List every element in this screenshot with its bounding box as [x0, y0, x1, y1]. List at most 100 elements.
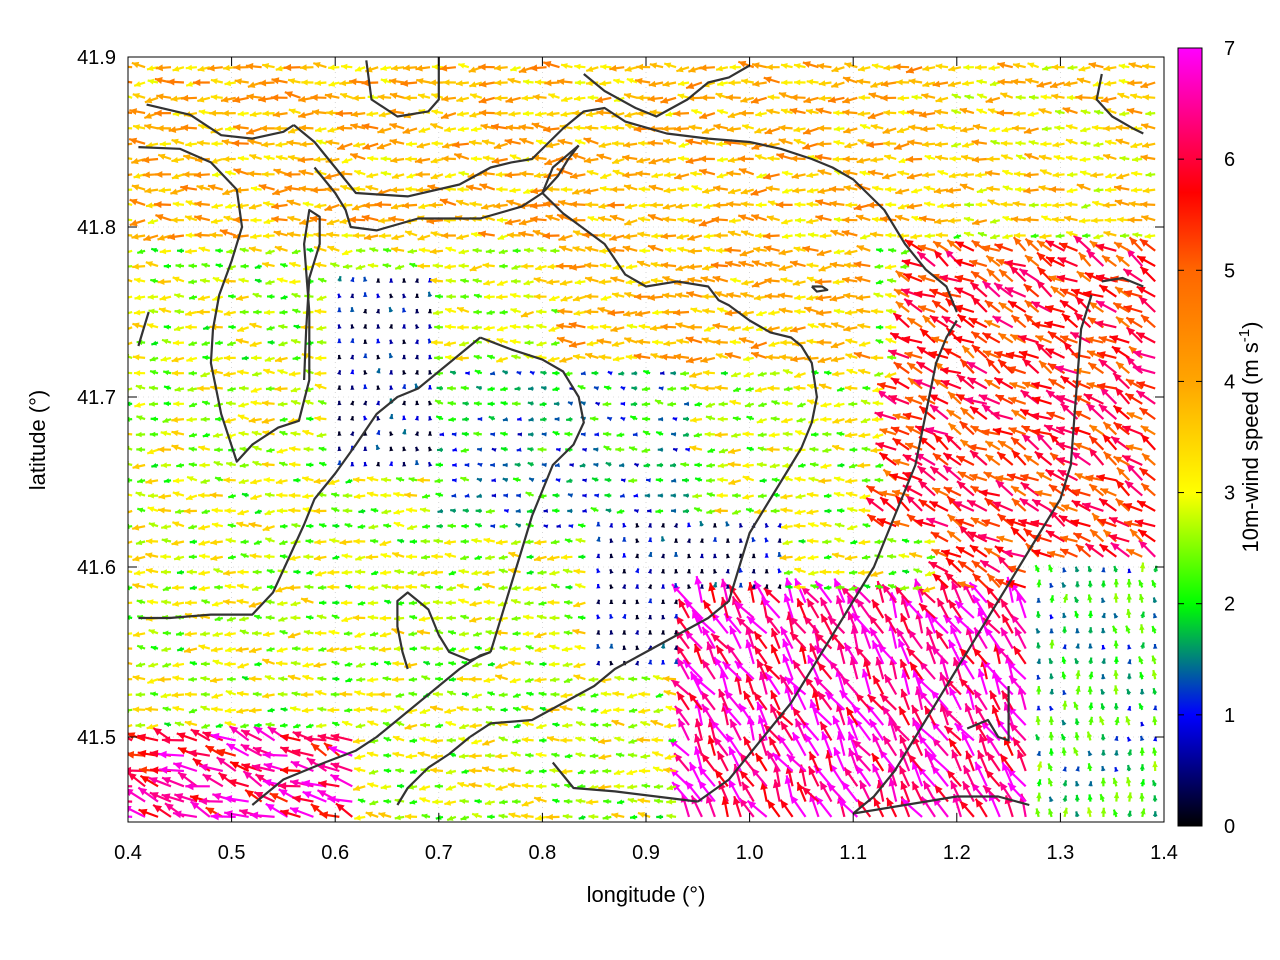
wind-arrow: [536, 723, 547, 730]
wind-arrow: [716, 750, 729, 772]
wind-arrow: [999, 781, 1014, 803]
wind-arrow: [1127, 659, 1132, 665]
wind-arrow: [676, 657, 690, 680]
wind-arrow: [128, 632, 133, 635]
wind-arrow: [228, 725, 250, 742]
wind-arrow: [575, 721, 586, 727]
wind-arrow: [135, 691, 146, 698]
wind-arrow: [948, 686, 962, 711]
wind-arrow: [249, 811, 275, 820]
wind-arrow: [187, 749, 211, 758]
wind-arrow: [432, 645, 443, 652]
wind-arrow: [949, 780, 962, 803]
wind-arrow: [367, 782, 379, 788]
wind-arrow: [1113, 640, 1119, 649]
wind-arrow: [522, 721, 534, 727]
wind-arrow: [1036, 761, 1043, 772]
wind-arrow: [314, 690, 327, 696]
wind-arrow: [612, 690, 625, 697]
wind-arrow: [573, 674, 586, 681]
wind-arrow: [279, 733, 301, 742]
wind-arrow: [535, 814, 547, 821]
wind-arrow: [485, 705, 496, 712]
wind-arrow: [302, 790, 327, 803]
wind-arrow: [819, 721, 833, 741]
wind-arrow: [487, 661, 495, 667]
wind-arrow: [705, 794, 716, 818]
y-tick-label: 41.5: [77, 727, 116, 749]
wind-arrow: [897, 638, 911, 665]
wind-arrow: [367, 676, 379, 683]
wind-arrow: [135, 722, 146, 729]
wind-arrow: [676, 691, 690, 711]
wind-arrow: [253, 725, 276, 742]
wind-arrow: [128, 771, 146, 788]
wind-arrow: [600, 708, 612, 715]
wind-arrow: [525, 752, 534, 759]
wind-arrow: [172, 762, 198, 773]
wind-arrow: [965, 750, 975, 772]
wind-arrow: [770, 690, 781, 711]
wind-arrow: [242, 770, 263, 788]
wind-arrow: [345, 677, 353, 683]
wind-arrow: [1088, 643, 1093, 649]
wind-arrow: [378, 691, 392, 698]
wind-arrow: [838, 689, 859, 711]
wind-arrow: [769, 703, 781, 726]
wind-arrow: [741, 781, 755, 803]
wind-arrow: [300, 691, 314, 698]
wind-arrow: [1112, 809, 1119, 818]
wind-arrow: [159, 766, 185, 774]
wind-arrow: [959, 647, 975, 665]
wind-arrow: [655, 692, 664, 698]
wind-arrow: [236, 707, 249, 714]
wind-arrow: [600, 691, 612, 697]
wind-arrow: [287, 674, 301, 681]
wind-arrow: [146, 723, 159, 730]
wind-arrow: [756, 701, 768, 726]
wind-arrow: [509, 646, 521, 653]
wind-arrow: [674, 705, 690, 726]
wind-arrow: [329, 773, 353, 788]
wind-arrow: [498, 692, 508, 698]
wind-arrow: [895, 627, 911, 650]
wind-arrow: [535, 752, 547, 758]
wind-arrow: [977, 668, 988, 695]
wind-arrow: [626, 693, 638, 699]
wind-arrow: [1000, 627, 1014, 650]
wind-arrow: [663, 689, 677, 696]
wind-arrow: [934, 629, 949, 650]
wind-arrow: [378, 812, 392, 819]
wind-arrow: [495, 784, 508, 791]
wind-arrow: [700, 690, 716, 711]
wind-arrow: [999, 753, 1014, 772]
colorbar: [1177, 47, 1203, 827]
wind-arrow: [817, 690, 833, 711]
wind-arrow: [900, 688, 911, 711]
wind-arrow: [188, 708, 198, 714]
wind-arrow: [261, 658, 275, 665]
wind-arrow: [1036, 674, 1041, 680]
wind-arrow: [487, 814, 495, 820]
wind-arrow: [1152, 687, 1158, 695]
wind-arrow: [495, 753, 508, 760]
wind-arrow: [629, 814, 638, 820]
wind-arrow: [183, 647, 198, 654]
wind-arrow: [146, 678, 159, 685]
wind-arrow: [951, 749, 962, 772]
wind-arrow: [499, 645, 508, 651]
x-tick-label: 1.2: [943, 842, 971, 864]
wind-arrow: [1062, 644, 1067, 650]
wind-arrow: [209, 677, 223, 684]
wind-arrow: [539, 661, 547, 667]
wind-arrow: [977, 749, 988, 772]
wind-arrow: [265, 802, 289, 818]
wind-arrow: [251, 763, 275, 773]
wind-arrow: [1049, 673, 1054, 680]
wind-arrow: [1113, 685, 1119, 695]
wind-arrow: [352, 738, 366, 745]
wind-arrow: [315, 722, 327, 729]
wind-arrow: [1074, 732, 1080, 741]
wind-arrow: [819, 780, 833, 803]
wind-arrow: [1139, 735, 1145, 742]
